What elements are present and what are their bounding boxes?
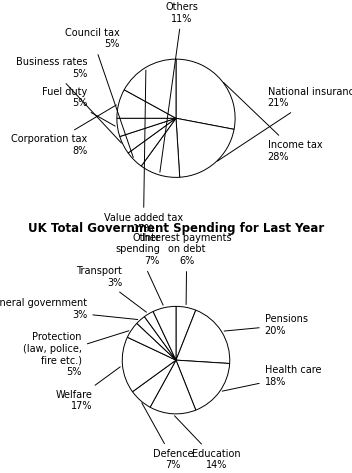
- Text: Value added tax
17%: Value added tax 17%: [104, 70, 183, 235]
- Wedge shape: [127, 324, 176, 360]
- Text: General government
3%: General government 3%: [0, 298, 138, 320]
- Title: UK Total Government Spending for Last Year: UK Total Government Spending for Last Ye…: [28, 222, 324, 236]
- Text: Income tax
28%: Income tax 28%: [224, 82, 322, 162]
- Wedge shape: [176, 307, 196, 360]
- Wedge shape: [122, 337, 176, 392]
- Text: Corporation tax
8%: Corporation tax 8%: [11, 105, 117, 156]
- Text: Others
11%: Others 11%: [160, 2, 198, 172]
- Wedge shape: [176, 310, 230, 363]
- Wedge shape: [141, 118, 180, 177]
- Wedge shape: [176, 360, 230, 410]
- Wedge shape: [117, 90, 176, 118]
- Wedge shape: [150, 360, 196, 414]
- Wedge shape: [128, 118, 176, 166]
- Wedge shape: [120, 118, 176, 153]
- Text: Defence
7%: Defence 7%: [142, 403, 194, 471]
- Text: Council tax
5%: Council tax 5%: [65, 27, 133, 158]
- Wedge shape: [137, 316, 176, 360]
- Text: Other
spending
7%: Other spending 7%: [115, 233, 163, 305]
- Wedge shape: [144, 312, 176, 360]
- Text: Fuel duty
5%: Fuel duty 5%: [42, 87, 115, 126]
- Wedge shape: [124, 59, 176, 118]
- Text: Interest payments
on debt
6%: Interest payments on debt 6%: [142, 233, 232, 305]
- Wedge shape: [117, 118, 176, 137]
- Text: Business rates
5%: Business rates 5%: [16, 57, 121, 143]
- Text: National insurance
21%: National insurance 21%: [218, 87, 352, 161]
- Wedge shape: [153, 307, 176, 360]
- Wedge shape: [132, 360, 176, 407]
- Text: Pensions
20%: Pensions 20%: [224, 315, 308, 336]
- Text: Transport
3%: Transport 3%: [76, 266, 146, 312]
- Text: Protection
(law, police,
fire etc.)
5%: Protection (law, police, fire etc.) 5%: [23, 331, 129, 377]
- Wedge shape: [176, 59, 235, 129]
- Text: Health care
18%: Health care 18%: [222, 366, 321, 391]
- Wedge shape: [176, 118, 234, 177]
- Text: Welfare
17%: Welfare 17%: [56, 367, 120, 411]
- Text: Education
14%: Education 14%: [175, 416, 241, 471]
